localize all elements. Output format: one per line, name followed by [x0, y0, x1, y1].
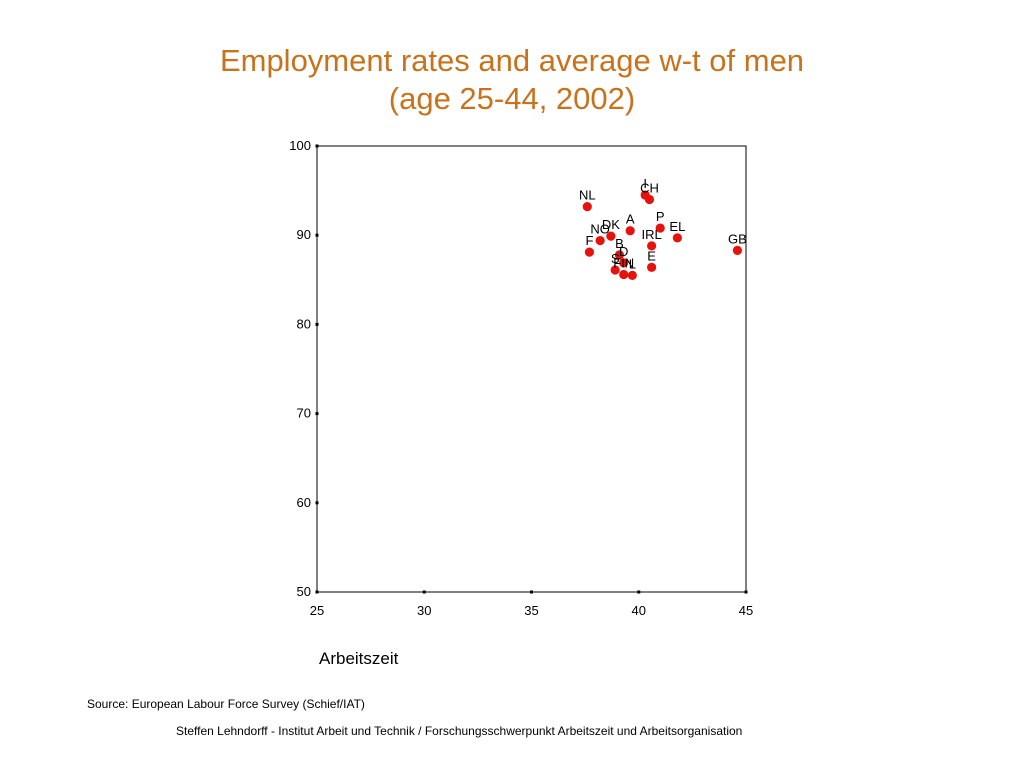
x-tick-mark	[422, 590, 426, 594]
data-point-label: NL	[579, 188, 596, 203]
x-tick-label: 45	[739, 603, 753, 618]
data-point-a	[625, 226, 635, 236]
y-tick-label: 100	[289, 138, 311, 153]
x-tick-label: 30	[417, 603, 431, 618]
data-point-label: GB	[728, 231, 747, 246]
x-axis-label: Arbeitszeit	[319, 649, 399, 668]
footer-credit: Steffen Lehndorff - Institut Arbeit und …	[176, 724, 743, 738]
x-tick-label: 25	[310, 603, 324, 618]
data-point-label: E	[647, 248, 656, 263]
y-tick-label: 90	[297, 227, 311, 242]
y-tick-mark	[315, 144, 319, 148]
x-tick-mark	[744, 590, 748, 594]
data-point-f	[584, 247, 595, 257]
data-point-label: NO	[590, 222, 610, 237]
data-point-label: CH	[640, 181, 659, 196]
data-point-label: P	[656, 209, 665, 224]
y-tick-mark	[315, 233, 319, 237]
x-tick-mark	[530, 590, 533, 594]
data-point-dk	[606, 231, 616, 241]
data-point-irl	[647, 241, 657, 251]
data-point-label: B	[615, 236, 624, 251]
y-tick-mark	[315, 412, 319, 416]
x-tick-label: 35	[524, 603, 538, 618]
slide-title-line-1: Employment rates and average w-t of men	[219, 43, 805, 78]
slide-title: Employment rates and average w-t of men …	[0, 42, 1024, 118]
data-point-ch	[644, 194, 655, 205]
data-point-e	[647, 262, 657, 272]
x-tick-mark	[637, 590, 641, 594]
data-point-label: D	[619, 244, 628, 259]
y-tick-mark	[315, 501, 319, 505]
data-point-s	[610, 265, 620, 275]
y-tick-mark	[315, 590, 319, 594]
data-point-label: S	[611, 251, 620, 266]
data-point-label: FIN	[613, 255, 634, 270]
data-point-p	[655, 223, 665, 233]
data-point-no	[595, 235, 605, 246]
data-point-gb	[732, 245, 743, 255]
y-tick-label: 70	[297, 406, 311, 421]
y-tick-label: 60	[297, 495, 311, 510]
data-point-label: IRL	[642, 227, 662, 242]
data-point-label: A	[626, 212, 635, 227]
x-tick-label: 40	[632, 603, 646, 618]
data-point-el	[672, 233, 682, 243]
plot-area	[316, 145, 747, 593]
data-point-label: L	[629, 256, 636, 271]
data-point-fin	[619, 269, 629, 280]
y-tick-label: 50	[297, 584, 311, 599]
y-tick-mark	[315, 322, 319, 326]
data-point-label: F	[585, 233, 593, 248]
data-point-label: I	[643, 176, 647, 191]
data-point-l	[627, 270, 637, 280]
y-tick-label: 80	[297, 316, 311, 331]
data-point-label: DK	[602, 217, 620, 232]
data-point-nl	[582, 202, 592, 212]
slide-title-line-2: (age 25-44, 2002)	[388, 81, 636, 116]
source-note: Source: European Labour Force Survey (Sc…	[87, 697, 365, 711]
data-point-label: EL	[669, 219, 685, 234]
data-point-b	[614, 250, 625, 260]
data-point-d	[619, 258, 629, 268]
